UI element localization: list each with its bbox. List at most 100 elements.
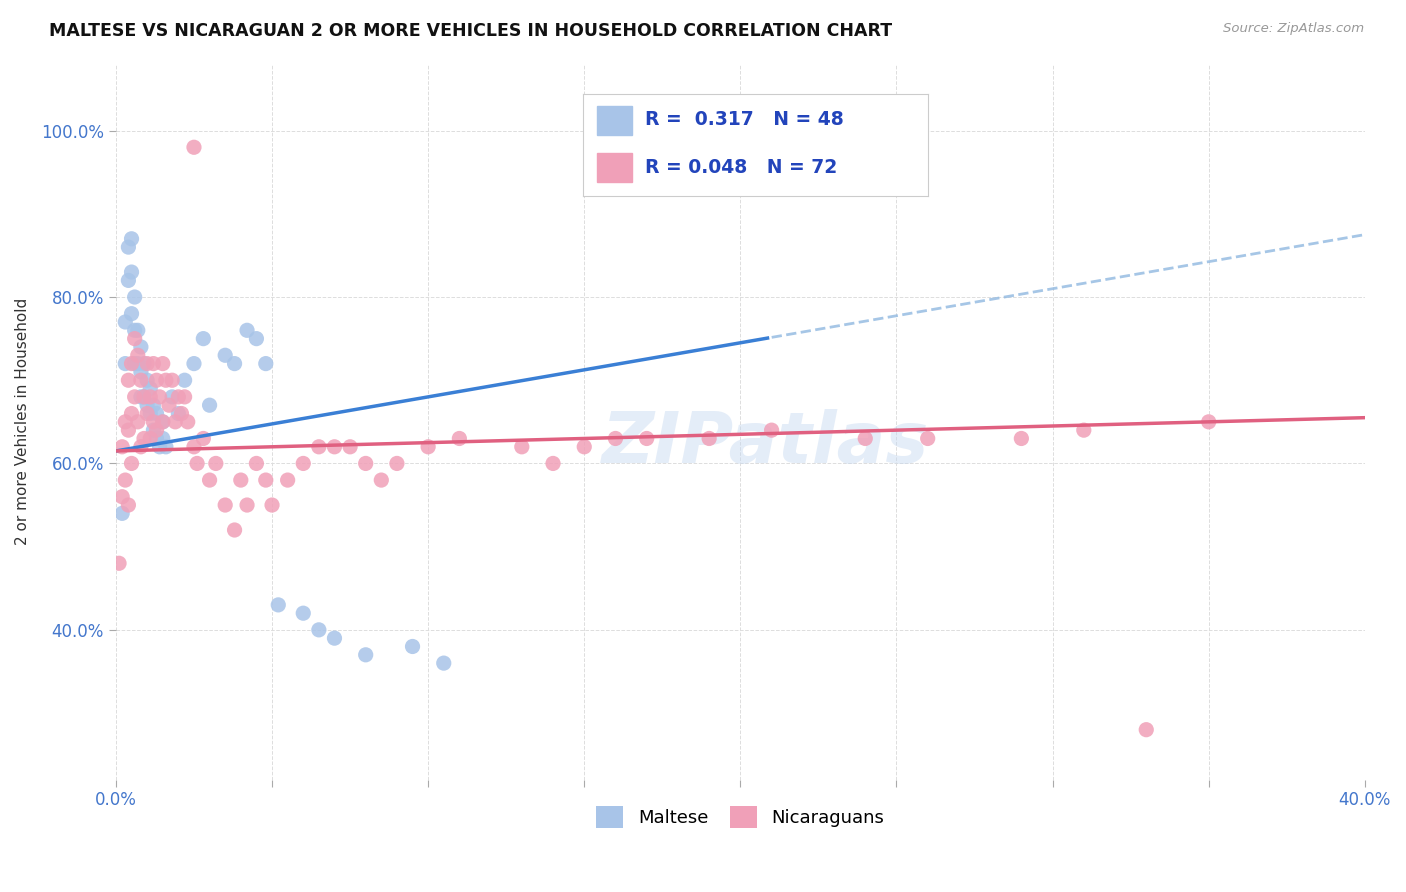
Text: MALTESE VS NICARAGUAN 2 OR MORE VEHICLES IN HOUSEHOLD CORRELATION CHART: MALTESE VS NICARAGUAN 2 OR MORE VEHICLES… (49, 22, 893, 40)
Point (124, 323, 146, 337)
Point (165, 415, 187, 429)
Point (354, 457, 377, 471)
Point (308, 623, 330, 637)
Text: ZIPatlas: ZIPatlas (602, 409, 929, 478)
Point (173, 390, 195, 404)
Point (149, 440, 172, 454)
Point (124, 290, 146, 304)
Point (385, 457, 408, 471)
Point (160, 373, 183, 387)
Point (214, 498, 236, 512)
Point (129, 340, 152, 354)
Point (186, 457, 208, 471)
Point (152, 432, 174, 446)
Point (117, 273, 139, 287)
Point (323, 631, 346, 645)
Point (1073, 423, 1095, 437)
Point (260, 498, 283, 512)
Point (167, 390, 190, 404)
Point (136, 398, 159, 412)
Point (132, 432, 155, 446)
Bar (598, 106, 631, 135)
Point (132, 357, 155, 371)
Point (198, 473, 221, 487)
Point (136, 407, 159, 421)
Point (155, 440, 177, 454)
Point (127, 323, 149, 337)
Y-axis label: 2 or more Vehicles in Household: 2 or more Vehicles in Household (15, 298, 30, 546)
Point (198, 398, 221, 412)
Point (114, 315, 136, 329)
Point (108, 556, 131, 570)
Point (193, 332, 215, 346)
Point (136, 373, 159, 387)
Point (697, 432, 720, 446)
Point (155, 373, 177, 387)
Point (139, 390, 162, 404)
Point (1010, 432, 1032, 446)
Point (370, 473, 392, 487)
Point (917, 432, 939, 446)
Point (605, 432, 627, 446)
Point (129, 440, 152, 454)
Point (205, 457, 228, 471)
Point (121, 232, 143, 246)
Point (1198, 415, 1220, 429)
Point (354, 648, 377, 662)
Point (236, 323, 259, 337)
Point (636, 432, 658, 446)
Point (121, 265, 143, 279)
Point (183, 357, 205, 371)
Point (145, 373, 167, 387)
Point (433, 656, 456, 670)
Point (121, 357, 143, 371)
Point (308, 440, 330, 454)
Text: R =  0.317   N = 48: R = 0.317 N = 48 (645, 111, 844, 129)
Point (111, 507, 134, 521)
Point (124, 332, 146, 346)
Point (167, 407, 190, 421)
Point (339, 440, 361, 454)
Point (224, 523, 246, 537)
Point (129, 365, 152, 379)
Point (254, 357, 277, 371)
Point (121, 307, 143, 321)
Point (574, 440, 596, 454)
Point (111, 440, 134, 454)
Point (132, 390, 155, 404)
Point (129, 373, 152, 387)
Point (127, 415, 149, 429)
Point (142, 398, 165, 412)
Point (1135, 723, 1157, 737)
Bar (598, 153, 631, 182)
Point (229, 473, 252, 487)
Point (245, 332, 267, 346)
Point (121, 407, 143, 421)
Point (853, 432, 876, 446)
Point (136, 357, 159, 371)
Point (117, 498, 139, 512)
Point (142, 415, 165, 429)
Point (152, 415, 174, 429)
Point (114, 415, 136, 429)
Point (152, 357, 174, 371)
Point (142, 357, 165, 371)
Point (145, 407, 167, 421)
Point (145, 432, 167, 446)
Point (117, 373, 139, 387)
Point (157, 398, 180, 412)
Point (117, 423, 139, 437)
Text: Source: ZipAtlas.com: Source: ZipAtlas.com (1223, 22, 1364, 36)
Point (145, 423, 167, 437)
Point (236, 498, 259, 512)
Legend: Maltese, Nicaraguans: Maltese, Nicaraguans (589, 798, 891, 835)
Point (173, 373, 195, 387)
Point (541, 457, 564, 471)
Point (124, 357, 146, 371)
Point (214, 348, 236, 362)
Point (170, 407, 193, 421)
Point (245, 457, 267, 471)
Point (401, 640, 423, 654)
Point (449, 432, 471, 446)
Point (127, 348, 149, 362)
